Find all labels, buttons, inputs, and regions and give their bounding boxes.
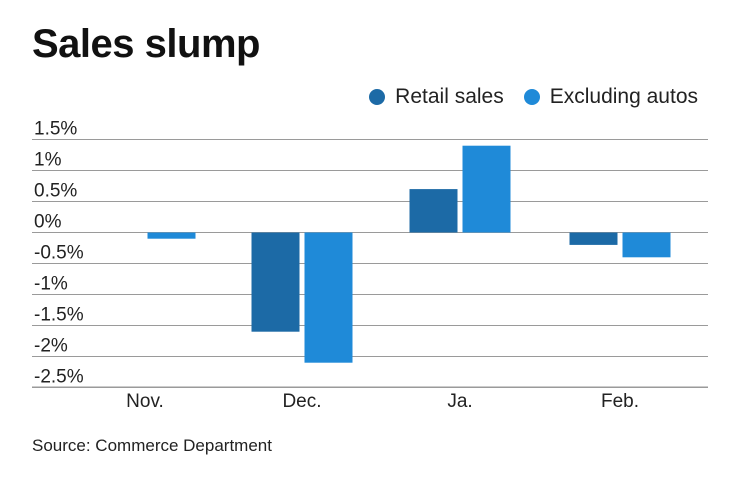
legend-label-retail-sales: Retail sales [395,85,504,108]
bar-retail-sales [409,189,458,233]
legend-swatch-excluding-autos [523,89,540,105]
chart-legend: Retail sales Excluding autos [369,85,698,109]
bar-excluding-autos [462,145,511,233]
y-tick-label: -2.5% [34,367,84,388]
x-tick-label: Feb. [601,391,639,412]
bar-retail-sales [251,232,300,332]
source-note: Source: Commerce Department [32,436,272,455]
y-tick-label: -1% [34,274,68,295]
y-tick-label: -1.5% [34,305,84,326]
chart-title: Sales slump [32,22,260,66]
x-tick-label: Nov. [126,391,164,412]
y-tick-label: 1.5% [34,119,77,140]
x-tick-label: Dec. [282,391,321,412]
bar-excluding-autos [622,232,671,258]
legend-item-excluding-autos: Excluding autos [523,85,698,109]
legend-swatch-retail-sales [369,89,386,105]
bar-excluding-autos [304,232,353,363]
y-tick-label: 0.5% [34,181,77,202]
y-tick-label: -2% [34,336,68,357]
bar-retail-sales [569,232,618,245]
legend-label-excluding-autos: Excluding autos [549,85,698,108]
y-tick-label: 1% [34,150,62,171]
legend-item-retail-sales: Retail sales [369,85,504,109]
bar-excluding-autos [147,232,196,239]
y-tick-label: -0.5% [34,243,84,264]
x-tick-label: Ja. [447,391,472,412]
y-tick-label: 0% [34,212,62,233]
